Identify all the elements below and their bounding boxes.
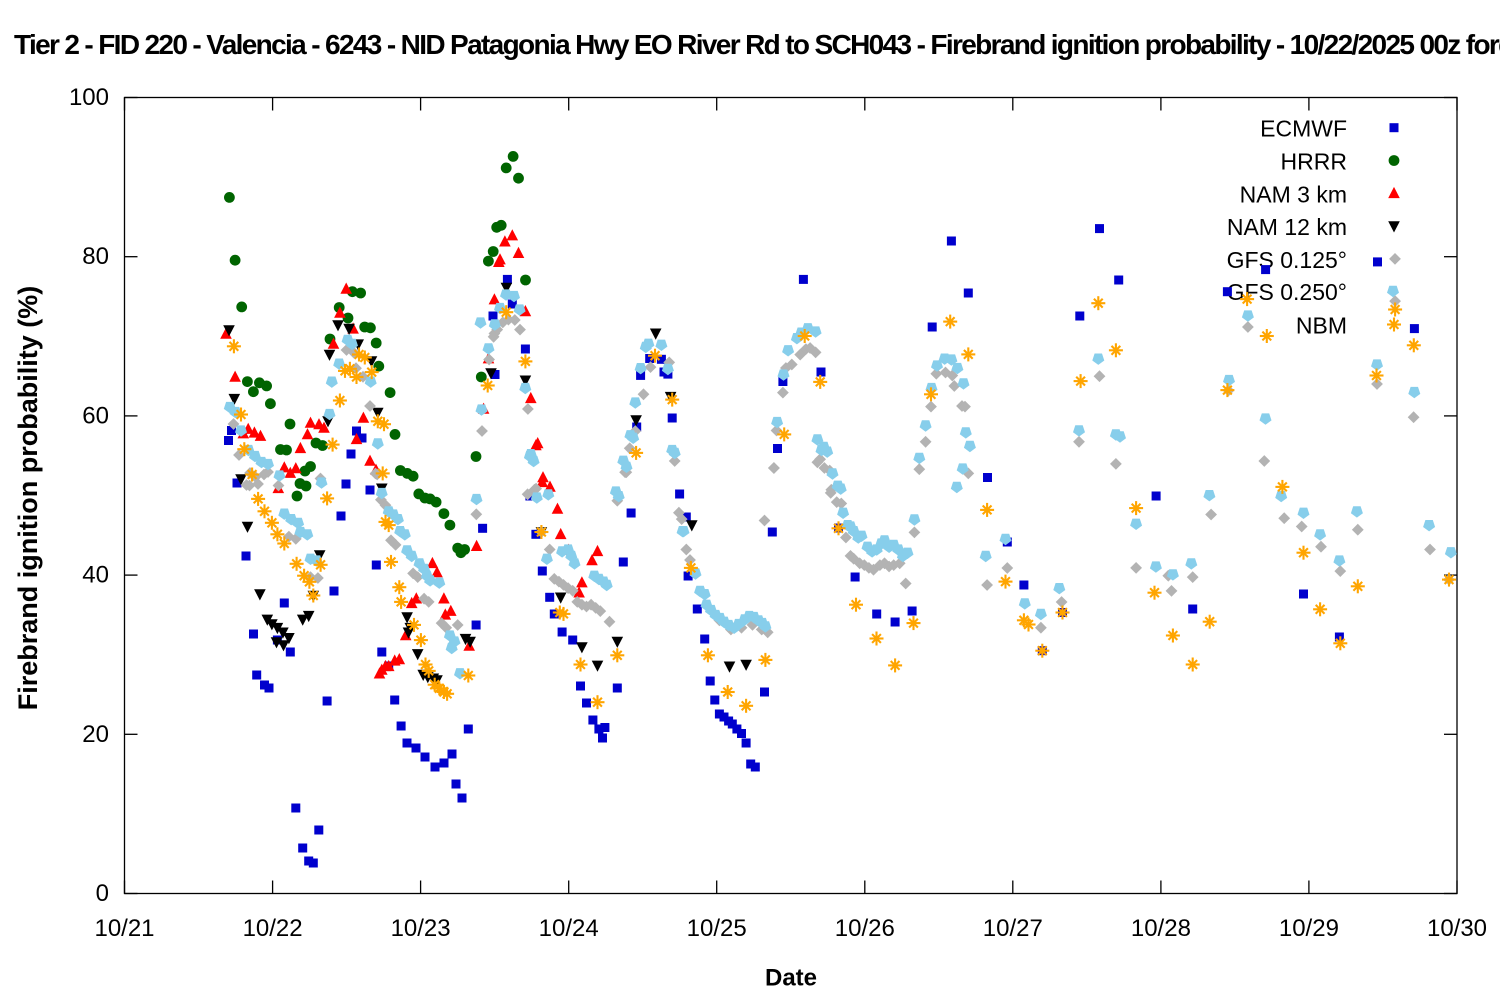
svg-text:10/26: 10/26 bbox=[835, 915, 895, 942]
svg-text:NBM: NBM bbox=[1296, 313, 1347, 339]
svg-text:ECMWF: ECMWF bbox=[1260, 116, 1347, 142]
svg-text:10/23: 10/23 bbox=[391, 915, 451, 942]
svg-text:100: 100 bbox=[69, 84, 109, 111]
svg-text:10/22: 10/22 bbox=[243, 915, 303, 942]
svg-text:10/28: 10/28 bbox=[1131, 915, 1191, 942]
svg-text:10/30: 10/30 bbox=[1427, 915, 1487, 942]
svg-text:10/29: 10/29 bbox=[1279, 915, 1339, 942]
svg-text:10/21: 10/21 bbox=[94, 915, 154, 942]
svg-text:Date: Date bbox=[765, 965, 817, 992]
svg-text:Firebrand ignition probability: Firebrand ignition probability (%) bbox=[13, 286, 43, 711]
svg-text:10/24: 10/24 bbox=[539, 915, 599, 942]
svg-text:Tier 2 - FID 220 - Valencia -: Tier 2 - FID 220 - Valencia - 6243 - NID… bbox=[14, 29, 1500, 60]
svg-text:10/25: 10/25 bbox=[687, 915, 747, 942]
svg-text:10/27: 10/27 bbox=[983, 915, 1043, 942]
svg-text:NAM 12 km: NAM 12 km bbox=[1227, 214, 1347, 240]
svg-text:80: 80 bbox=[82, 243, 109, 270]
svg-text:HRRR: HRRR bbox=[1281, 149, 1347, 175]
svg-text:40: 40 bbox=[82, 562, 109, 589]
svg-text:60: 60 bbox=[82, 402, 109, 429]
svg-text:NAM 3 km: NAM 3 km bbox=[1240, 181, 1347, 207]
svg-text:0: 0 bbox=[96, 880, 109, 907]
svg-text:20: 20 bbox=[82, 721, 109, 748]
svg-text:GFS 0.125°: GFS 0.125° bbox=[1227, 247, 1347, 273]
